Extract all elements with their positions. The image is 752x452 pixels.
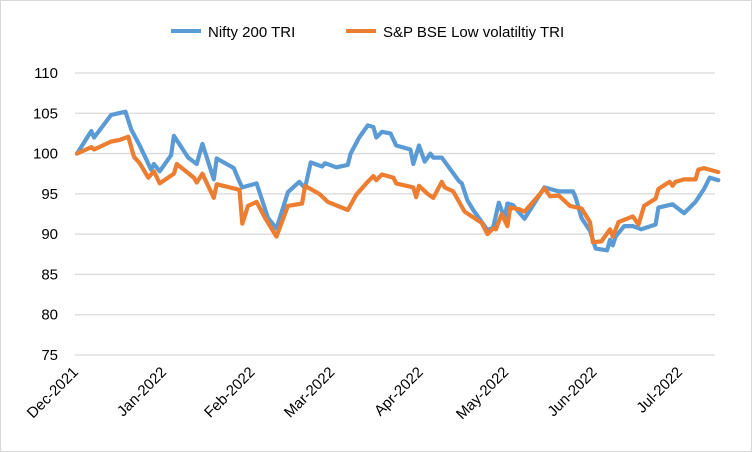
x-tick-label: Mar-2022 <box>281 364 338 421</box>
series-line-1 <box>74 134 721 245</box>
y-axis: 75 80 85 90 95 100 105 110 <box>33 65 58 364</box>
x-tick-label: Jul-2022 <box>633 364 686 417</box>
y-tick-label: 105 <box>33 105 58 122</box>
series-lines <box>74 109 721 253</box>
x-tick-label: Apr-2022 <box>371 364 427 420</box>
y-tick-label: 90 <box>41 226 58 243</box>
x-tick-label: Jun-2022 <box>544 364 600 420</box>
x-tick-label: May-2022 <box>453 364 512 423</box>
y-tick-label: 110 <box>34 65 58 82</box>
x-tick-label: Dec-2021 <box>24 364 82 422</box>
y-tick-label: 85 <box>41 266 58 283</box>
legend-label-nifty-200: Nifty 200 TRI <box>208 24 295 41</box>
legend-label-bse-low-vol: S&P BSE Low volatiltiy TRI <box>383 24 564 41</box>
legend: Nifty 200 TRI S&P BSE Low volatiltiy TRI <box>171 24 564 41</box>
y-tick-label: 80 <box>41 307 58 324</box>
y-tick-label: 100 <box>33 146 58 163</box>
x-tick-label: Jan-2022 <box>114 364 170 420</box>
y-tick-label: 75 <box>41 347 58 364</box>
gridlines <box>75 72 715 356</box>
y-tick-label: 95 <box>41 186 58 203</box>
x-tick-label: Feb-2022 <box>201 364 258 421</box>
series-line-0 <box>74 109 721 253</box>
x-axis: Dec-2021 Jan-2022 Feb-2022 Mar-2022 Apr-2022… <box>24 364 686 423</box>
